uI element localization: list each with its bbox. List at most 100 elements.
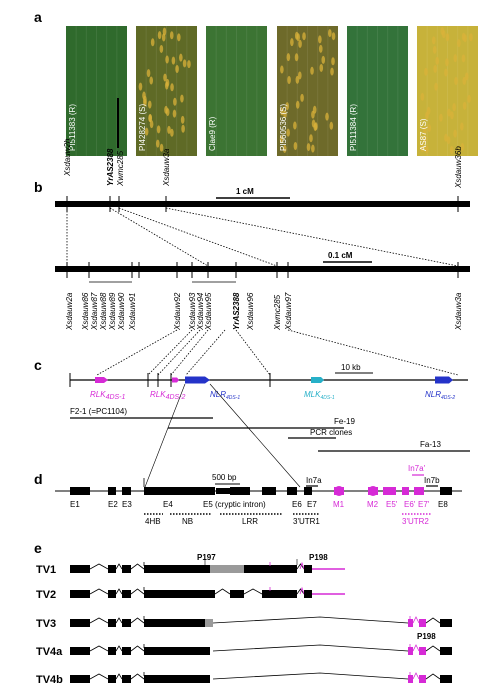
svg-text:4HB: 4HB [145, 517, 161, 526]
panel-letter-d: d [34, 471, 43, 487]
svg-text:E3: E3 [122, 500, 132, 509]
p197-label: P197 [197, 553, 216, 562]
cd-connectors [144, 383, 301, 488]
rust-pustule [138, 82, 143, 91]
rust-pustule [171, 56, 176, 65]
rust-pustule [149, 76, 154, 85]
rust-pustule [182, 59, 187, 68]
rust-pustule [300, 93, 304, 102]
rust-pustule [298, 71, 302, 80]
exon-block [440, 647, 452, 655]
panel-letter-a: a [34, 9, 42, 25]
nlr-4ds2-gene [435, 376, 453, 384]
rust-pustule [302, 32, 306, 41]
rust-pustule [314, 122, 318, 131]
rust-pustule [180, 94, 184, 103]
rust-pustule [462, 76, 467, 85]
rust-pustule [293, 121, 297, 130]
exon-block [70, 675, 90, 683]
exon-block [144, 647, 210, 655]
rust-pustule [283, 110, 287, 119]
rust-pustule [441, 30, 446, 39]
svg-text:E7: E7 [307, 500, 317, 509]
leaf-photo: PI560536 (S) [277, 26, 338, 156]
exon-block [304, 590, 312, 598]
exon-block [419, 619, 426, 627]
exon-block [262, 590, 297, 598]
rust-pustule [431, 36, 436, 45]
marker-label: Xsdauw3a [454, 292, 463, 331]
p198-label-tv3: P198 [417, 632, 436, 641]
exon-block [70, 565, 90, 573]
exon-block [287, 487, 297, 495]
rust-pustule [159, 44, 164, 53]
exon-block [108, 590, 116, 598]
rust-pustule [318, 44, 323, 53]
marker-label: Xsdauw88 [99, 292, 108, 331]
exon-block [144, 619, 205, 627]
rust-pustule [179, 53, 183, 62]
rust-pustule [148, 114, 152, 123]
exon-block [408, 647, 413, 655]
rust-pustule [279, 135, 284, 144]
rust-pustule [433, 64, 438, 73]
exon-block [304, 487, 312, 495]
leaf-label: AS87 (S) [419, 118, 428, 151]
svg-text:3'UTR2: 3'UTR2 [402, 517, 429, 526]
marker-label: Xsdauw86 [81, 292, 90, 331]
rust-pustule [420, 144, 425, 153]
marker-label: Xsdauw91 [128, 293, 137, 331]
rust-pustule [423, 126, 427, 135]
svg-text:E7': E7' [418, 500, 430, 509]
gene-structure [70, 474, 452, 496]
marker-label: Xwmc285 [116, 150, 125, 187]
transcript-label: TV4b [36, 674, 63, 686]
nlr1-label: NLR4DS-1 [210, 390, 240, 401]
leaf-image [66, 26, 127, 156]
leaf-photo: PI511383 (R) [66, 26, 127, 156]
exon-block [108, 647, 116, 655]
rust-pustule [286, 53, 291, 62]
rust-pustule [163, 73, 167, 82]
rust-pustule [434, 82, 438, 91]
transcript-label: TV1 [36, 564, 56, 576]
rust-pustule [453, 54, 458, 63]
leaf-label: PI511383 (R) [68, 104, 77, 151]
leaf-photo: Clae9 (R) [206, 26, 267, 156]
rust-pustule [444, 68, 448, 77]
svg-text:In7a: In7a [306, 476, 322, 485]
leaf-label: PI428274 (S) [138, 104, 147, 151]
rust-pustule [172, 109, 177, 118]
rust-pustule [306, 143, 311, 152]
svg-text:M2: M2 [367, 500, 379, 509]
svg-text:In7a': In7a' [408, 464, 426, 473]
rust-pustule [432, 45, 437, 54]
marker-label: Xsdauw36b [454, 146, 463, 189]
rust-pustule [293, 142, 298, 151]
exon-block [144, 590, 215, 598]
leaf-label: Clae9 (R) [208, 116, 217, 151]
rust-pustule [294, 53, 299, 62]
rust-pustule [280, 65, 284, 74]
exon-block [210, 565, 244, 573]
rust-pustule [157, 31, 162, 40]
exon-block [230, 590, 244, 598]
rust-pustule [425, 111, 429, 120]
rust-pustule [469, 33, 473, 42]
rust-pustule [445, 58, 449, 67]
marker-label: Xsdauw97 [284, 292, 293, 331]
exon-block [408, 675, 413, 683]
panel-letter-b: b [34, 179, 43, 195]
marker-label: Xsdauw94 [196, 292, 205, 331]
svg-text:E2: E2 [108, 500, 118, 509]
rust-pustule [439, 113, 443, 122]
exon-block [230, 487, 250, 495]
exon-block [244, 565, 297, 573]
rust-pustule [143, 98, 147, 107]
rust-pustule [144, 127, 149, 136]
marker-label: Xsdauw2b [63, 138, 72, 177]
exon-block [408, 619, 413, 627]
exon-block [144, 675, 210, 683]
exon-block-magenta [402, 487, 409, 495]
nlr2-label: NLR4DS-2 [425, 390, 455, 401]
